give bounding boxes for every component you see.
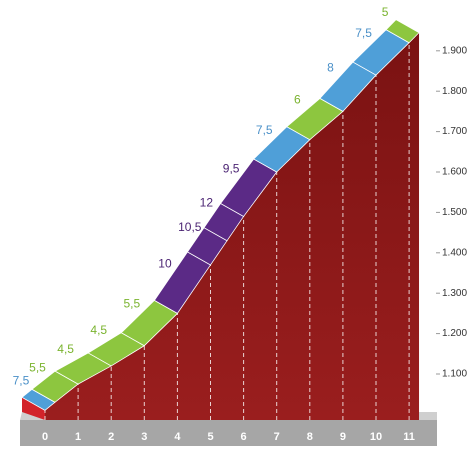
x-tick-label: 9 [340, 431, 346, 443]
y-tick-label: 1.600 [442, 167, 467, 178]
gradient-label: 5,5 [124, 297, 141, 311]
gradient-label: 4,5 [57, 342, 74, 356]
x-tick-label: 0 [42, 431, 48, 443]
x-tick-label: 4 [174, 431, 181, 443]
x-tick-label: 1 [75, 431, 81, 443]
y-tick-label: 1.400 [442, 247, 467, 258]
gradient-label: 12 [200, 196, 214, 210]
gradient-label: 7,5 [355, 26, 372, 40]
y-tick-label: 1.200 [442, 328, 467, 339]
x-tick-label: 5 [207, 431, 213, 443]
y-tick-label: 1.100 [442, 369, 467, 380]
gradient-label: 4,5 [90, 323, 107, 337]
gradient-label: 7,5 [256, 123, 273, 137]
gradient-label: 8 [327, 60, 334, 74]
y-tick-label: 1.800 [442, 86, 467, 97]
gradient-label: 9,5 [223, 161, 240, 175]
base [20, 420, 437, 446]
y-tick-label: 1.300 [442, 288, 467, 299]
gradient-label: 7,5 [13, 373, 30, 387]
y-tick-label: 1.900 [442, 45, 467, 56]
x-tick-label: 10 [370, 431, 382, 443]
gradient-label: 5 [382, 5, 389, 19]
x-tick-label: 8 [307, 431, 313, 443]
x-tick-label: 3 [141, 431, 147, 443]
gradient-label: 10,5 [178, 220, 202, 234]
x-tick-label: 6 [241, 431, 247, 443]
y-tick-label: 1.500 [442, 207, 467, 218]
gradient-label: 6 [294, 93, 301, 107]
profile-body [45, 32, 420, 421]
gradient-band [385, 19, 420, 44]
gradient-label: 10 [158, 256, 172, 270]
gradient-label: 5,5 [29, 360, 46, 374]
side-face [22, 397, 45, 420]
x-tick-label: 7 [274, 431, 280, 443]
y-tick-label: 1.700 [442, 126, 467, 137]
x-tick-label: 11 [403, 431, 415, 443]
x-tick-label: 2 [108, 431, 114, 443]
